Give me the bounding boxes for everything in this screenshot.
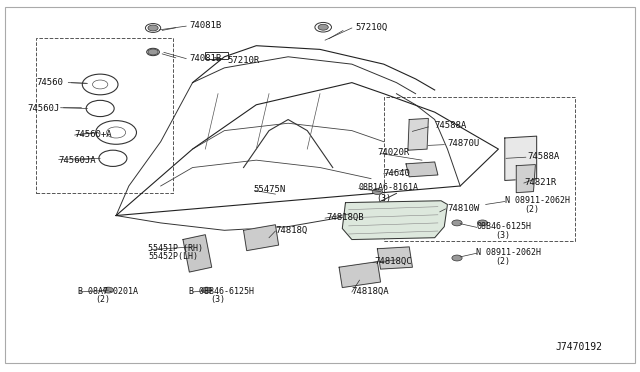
Text: N 08911-2062H: N 08911-2062H — [505, 196, 570, 205]
Text: 74588A: 74588A — [435, 121, 467, 129]
Text: 57210R: 57210R — [228, 56, 260, 65]
Text: 74560J: 74560J — [27, 104, 59, 113]
Text: B 08A7-0201A: B 08A7-0201A — [78, 287, 138, 296]
Text: 74560JA: 74560JA — [59, 155, 97, 165]
Text: N 08911-2062H: N 08911-2062H — [476, 248, 541, 257]
Text: 74081B: 74081B — [189, 54, 221, 63]
Polygon shape — [244, 225, 278, 251]
Circle shape — [318, 24, 328, 30]
Text: 74870U: 74870U — [447, 139, 480, 148]
Text: 55475N: 55475N — [253, 185, 285, 194]
Text: (3): (3) — [211, 295, 225, 304]
Text: (3): (3) — [495, 231, 510, 240]
Text: 74818QB: 74818QB — [326, 213, 364, 222]
Circle shape — [477, 220, 488, 226]
Text: 55451P (RH): 55451P (RH) — [148, 244, 203, 253]
Text: (2): (2) — [524, 205, 539, 215]
Bar — [205, 52, 228, 59]
Polygon shape — [516, 164, 536, 193]
Text: 74810W: 74810W — [447, 203, 480, 213]
Text: 74818QA: 74818QA — [352, 287, 390, 296]
Text: (2): (2) — [96, 295, 111, 304]
Circle shape — [452, 220, 462, 226]
Text: (2): (2) — [495, 257, 510, 266]
Text: 74560: 74560 — [36, 78, 63, 87]
Circle shape — [452, 255, 462, 261]
Polygon shape — [408, 118, 428, 150]
Polygon shape — [505, 136, 537, 180]
Polygon shape — [183, 235, 212, 272]
Polygon shape — [339, 262, 381, 288]
Circle shape — [148, 25, 158, 31]
Circle shape — [103, 287, 113, 293]
Polygon shape — [406, 162, 438, 177]
Text: 74081B: 74081B — [189, 21, 221, 30]
Text: 08B1A6-8161A: 08B1A6-8161A — [358, 183, 418, 192]
Circle shape — [372, 189, 383, 195]
Text: 74640: 74640 — [384, 169, 411, 177]
Text: 74818Q: 74818Q — [275, 226, 308, 235]
Text: 55452P(LH): 55452P(LH) — [148, 251, 198, 261]
Text: 74821R: 74821R — [524, 178, 556, 187]
Text: 74020R: 74020R — [378, 148, 410, 157]
Text: 74560+A: 74560+A — [75, 130, 112, 139]
Circle shape — [202, 287, 212, 293]
Text: J7470192: J7470192 — [556, 341, 603, 352]
Text: 08B46-6125H: 08B46-6125H — [476, 222, 531, 231]
Text: 74818QC: 74818QC — [374, 257, 412, 266]
Circle shape — [148, 49, 158, 55]
Polygon shape — [342, 201, 447, 240]
Text: B 08B46-6125H: B 08B46-6125H — [189, 287, 254, 296]
Polygon shape — [378, 247, 412, 269]
Text: (3): (3) — [376, 195, 391, 203]
Text: 57210Q: 57210Q — [355, 23, 387, 32]
Text: 74588A: 74588A — [527, 152, 559, 161]
